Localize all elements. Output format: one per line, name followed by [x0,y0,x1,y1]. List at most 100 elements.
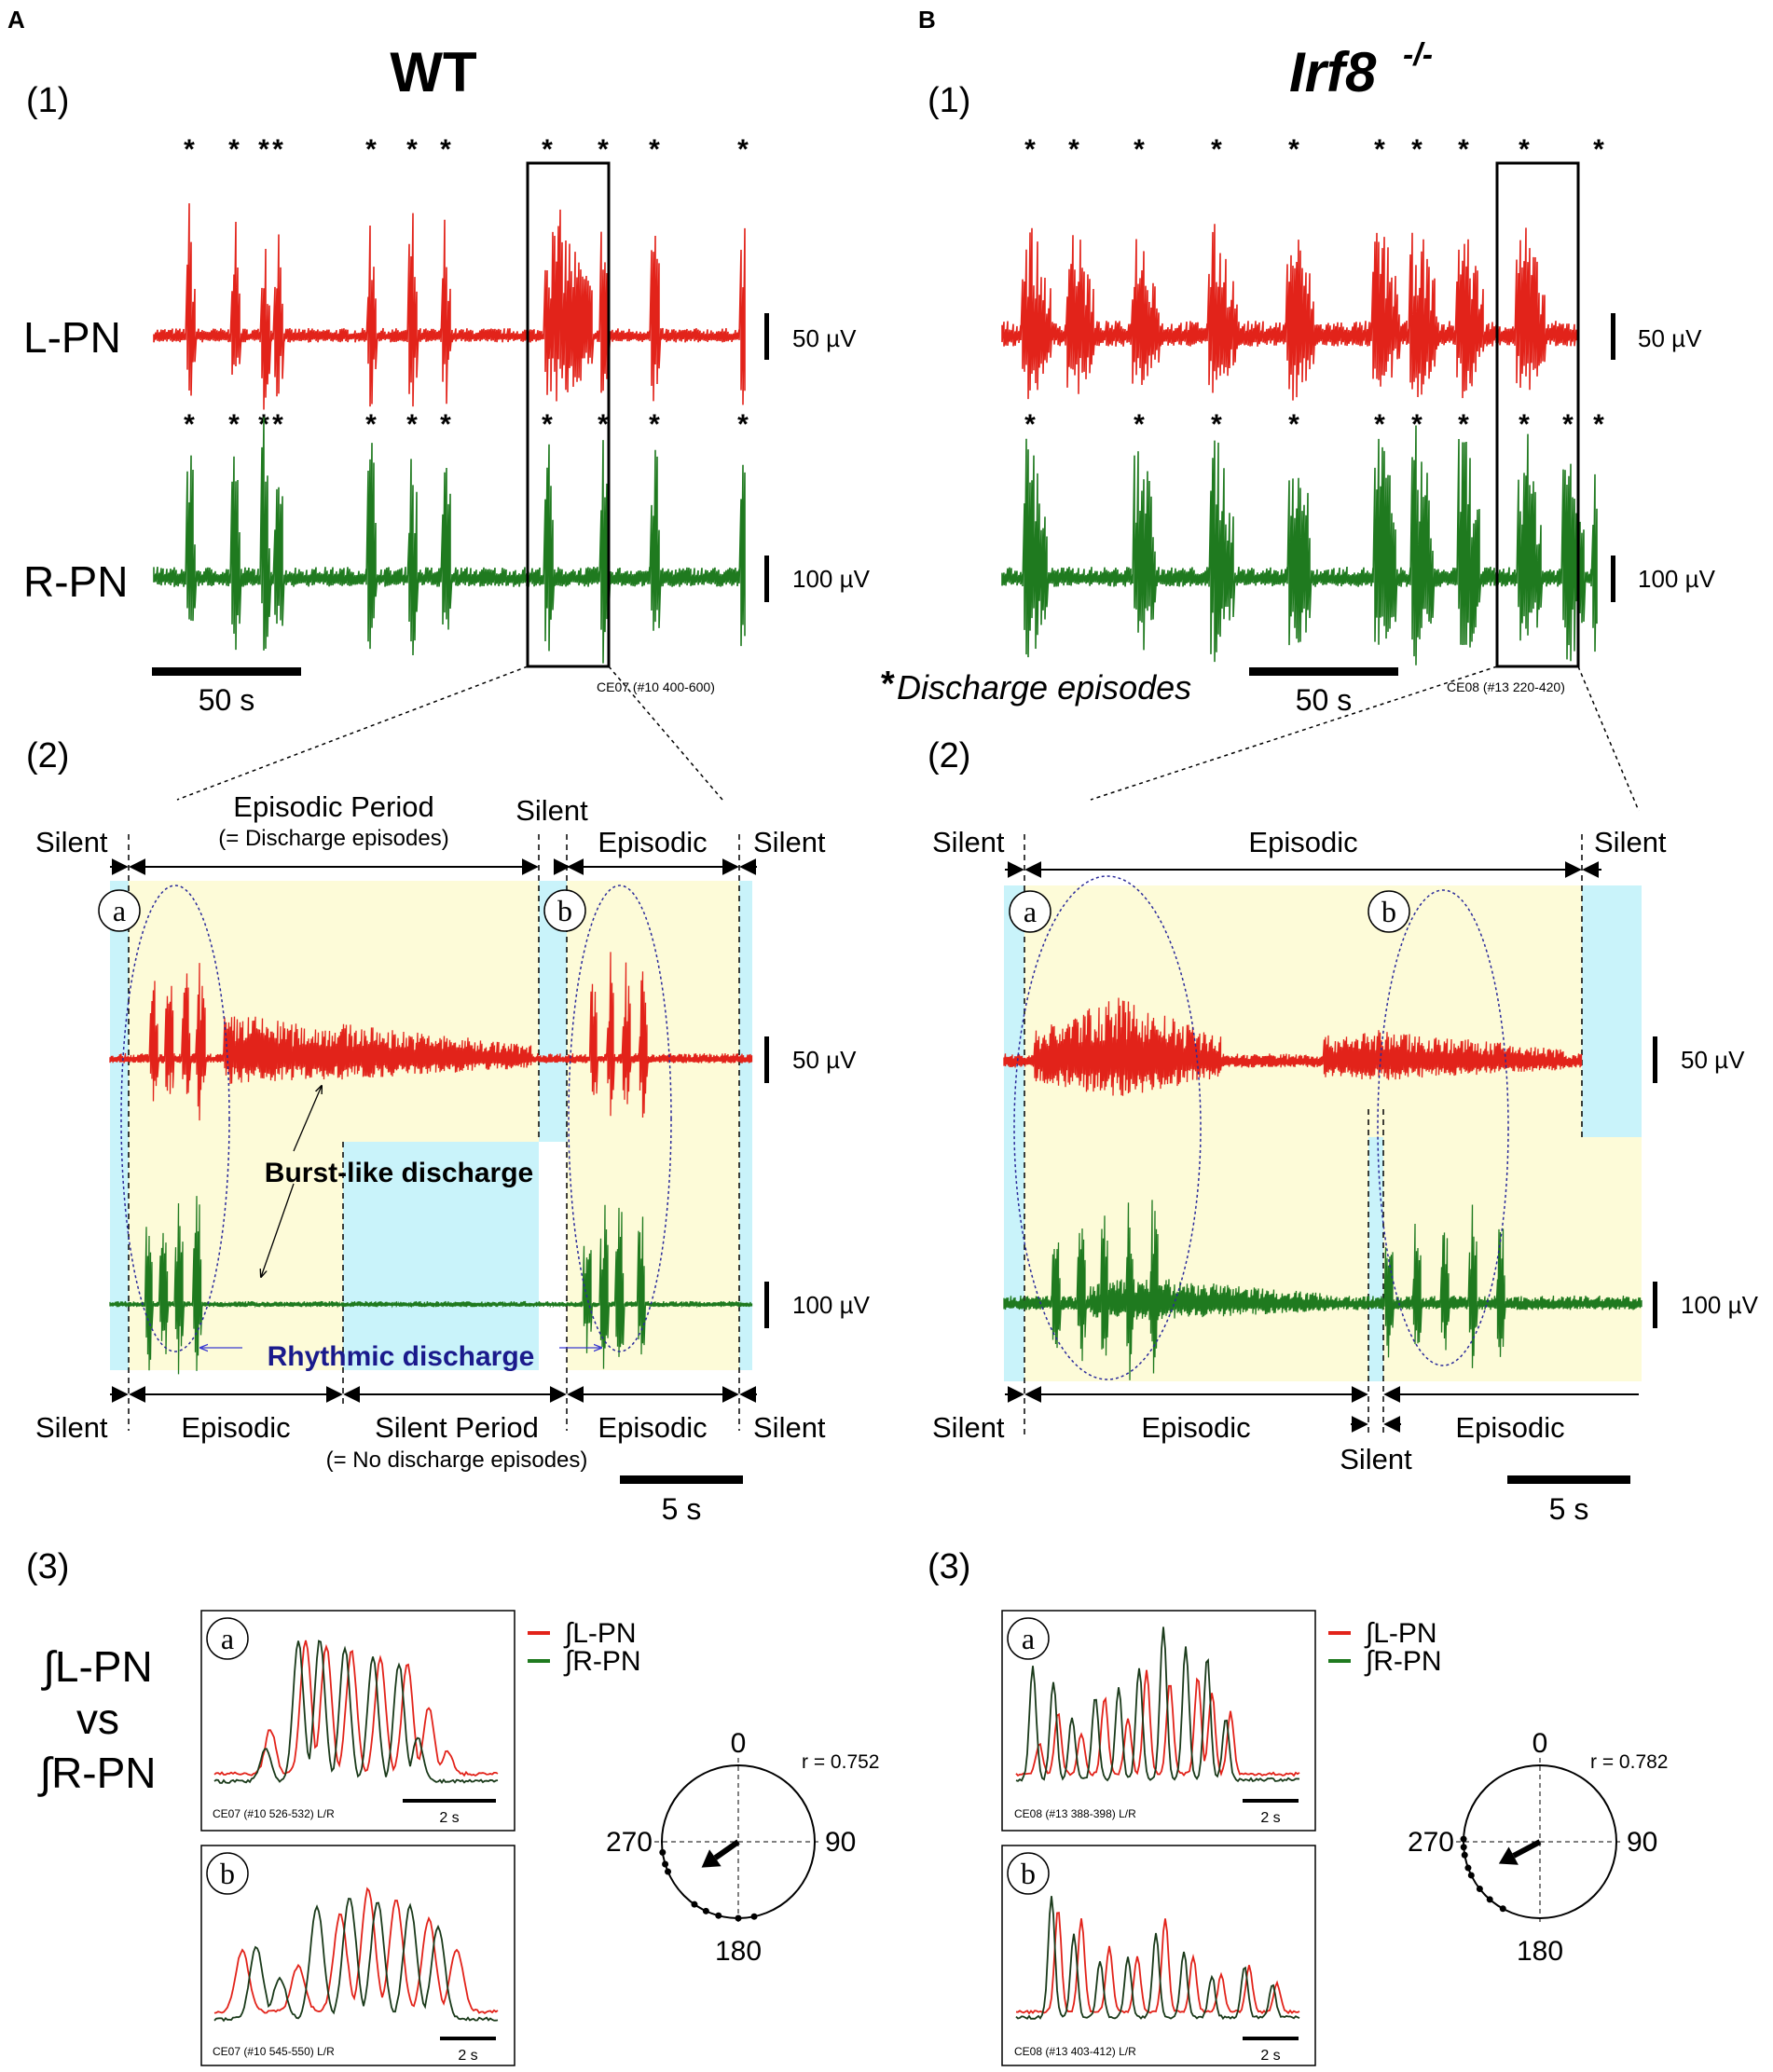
episode-star: * [228,409,240,440]
inset-caption: CE08 (#13 388-398) L/R [1014,1807,1136,1820]
label-silent-note: (= No discharge episodes) [326,1448,588,1473]
svg-text:b: b [220,1857,235,1890]
episode-star: * [272,134,283,165]
scale-label: 50 µV [1638,324,1702,352]
episode-star: * [440,409,451,440]
footnote-star: * [881,665,895,704]
episode-star: * [1519,134,1530,165]
trace-r-pn [1001,425,1598,666]
panel-letter-b: B [918,6,936,34]
burst-arrow-down [261,1183,295,1277]
bottom-arrows [1005,1386,1639,1433]
scale-label: 50 µV [792,1046,857,1074]
phase-dot [750,1913,758,1920]
label-episodic: Episodic [1141,1411,1250,1444]
svg-text:a: a [1022,1622,1035,1655]
phase-dot [1499,1905,1506,1913]
subpanel-label: (3) [26,1547,69,1586]
inset-b-trace-l [213,1887,499,2014]
panel-letter-a: A [7,6,25,34]
episode-star: * [542,134,553,165]
zoom-line-right [1577,666,1640,812]
episode-star: * [737,134,749,165]
episode-star: * [365,134,377,165]
inset-a-trace-l [1015,1669,1300,1777]
polar-deg-180: 180 [1517,1936,1563,1967]
label-silent: Silent [932,1411,1005,1444]
silent-shade [1582,885,1642,1137]
phase-dot [1476,1885,1483,1892]
zoom-line-left [176,666,529,801]
dividers [1024,834,1583,1435]
inset-b-trace-l [1015,1912,1300,2015]
episode-star: * [649,134,660,165]
polar-deg-0: 0 [731,1728,747,1759]
subpanel-label: (1) [26,81,69,120]
inset-time-bar [1243,2037,1299,2040]
phase-dot [1461,1851,1468,1859]
marker-b [1368,890,1410,933]
episode-star: * [228,134,240,165]
episode-markers-left: * * * * * * * * * * [1024,134,1604,165]
inset-marker-b [206,1852,249,1895]
burst-like-label: Burst-like discharge [265,1158,533,1188]
scale-label-50uv: 50 µV [792,324,857,352]
inset-time-bar [440,2037,496,2040]
episode-star: * [1288,134,1299,165]
inset-time-label: 2 s [1260,1810,1280,1826]
inset-caption: CE07 (#10 526-532) L/R [213,1807,335,1820]
phase-dot [702,1907,709,1914]
phase-dot [735,1914,742,1922]
highlight-ellipse-a [120,885,230,1352]
scale-bar-100uv [1611,556,1615,602]
scale-bar-100uv [1653,1282,1657,1328]
time-bar-5s [1507,1475,1630,1484]
label-episodic-note: (= Discharge episodes) [218,826,448,851]
episode-star: * [1374,134,1385,165]
episode-star: * [649,409,660,440]
marker-a [1009,890,1051,933]
inset-time-label: 2 s [439,1810,459,1826]
trace-r-pn-zoom [1003,1200,1642,1380]
scale-label: 50 µV [1681,1046,1745,1074]
mean-vector-arrow [713,1839,740,1860]
panel-a: A WT (1) * * * * * * * * * * * * * * * * * * * * * * L-PN R-… [7,6,879,2066]
episode-star: * [1458,134,1469,165]
label-silent: Silent [1594,826,1667,858]
time-bar-50s [152,667,301,676]
legend-r: ∫R-PN [563,1646,641,1677]
time-label-5s: 5 s [662,1492,702,1526]
mean-vector-arrow [1512,1839,1542,1859]
label-episodic: Episodic [1248,826,1357,858]
episode-star: * [1458,409,1469,440]
scale-label: 100 µV [792,1291,871,1319]
inset-b-trace-r [213,1897,499,2023]
label-silent: Silent [35,826,108,858]
inset-b-trace-r [1015,1896,1300,2021]
polar-deg-90: 90 [1627,1827,1657,1858]
trace-l-pn-zoom [109,952,753,1121]
polar-plot-b: 0 90 180 270 r = 0.782 [1408,1728,1669,1967]
time-label-50s: 50 s [1296,683,1352,717]
episode-star: * [1068,134,1079,165]
polar-deg-270: 270 [1408,1827,1454,1858]
scale-bar-50uv [764,313,769,360]
episode-star: * [737,409,749,440]
episode-star: * [1024,409,1036,440]
episode-star: * [1411,134,1423,165]
episode-star: * [184,134,195,165]
recording-caption: CE07 (#10 400-600) [597,679,715,694]
marker-a [98,889,141,932]
phase-dot [1467,1872,1475,1879]
label-episodic: Episodic [598,826,707,858]
episode-star: * [1374,409,1385,440]
inset-a-trace-r [213,1640,499,1784]
legend-l: ∫L-PN [563,1618,637,1649]
compare-label-vs: vs [76,1695,119,1743]
inset-caption: CE08 (#13 403-412) L/R [1014,2045,1136,2058]
phase-dot [1486,1896,1493,1903]
label-episodic-period: Episodic Period [233,790,433,823]
svg-text:a: a [221,1622,234,1655]
inset-a-trace-r [1015,1626,1300,1783]
subpanel-label: (2) [928,736,970,775]
